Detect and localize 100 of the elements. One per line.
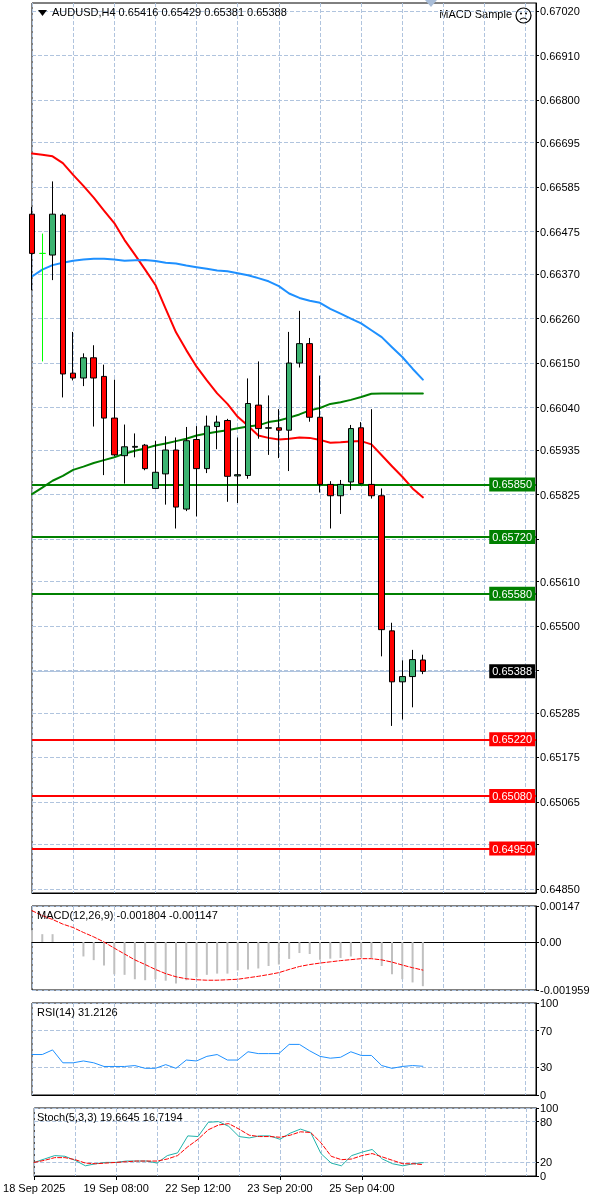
chart-title: AUDUSD,H4 0.65416 0.65429 0.65381 0.65388 (52, 5, 287, 18)
candlestick (60, 212, 66, 398)
bar (51, 934, 54, 943)
y-tick-label: 0.64850 (540, 882, 580, 895)
candlestick (152, 440, 159, 489)
candlestick (80, 352, 87, 387)
x-tick-label: 19 Sep 08:00 (83, 1181, 149, 1194)
candlestick (296, 310, 303, 368)
candlestick (132, 432, 138, 458)
candlestick (224, 418, 231, 503)
candlestick (111, 379, 118, 457)
bar (92, 942, 95, 961)
y-tick-label: 0.66260 (540, 312, 580, 325)
x-tick-label: 25 Sep 04:00 (329, 1181, 395, 1194)
x-tick-label: 18 Sep 2025 (3, 1181, 66, 1194)
bar (370, 942, 373, 958)
bar (298, 942, 301, 954)
bar (308, 942, 311, 955)
candlestick (234, 436, 241, 504)
y-tick-label: 0.66150 (540, 357, 580, 370)
line-series (31, 152, 424, 499)
y-tick-label: 70 (540, 1024, 553, 1037)
bar (133, 942, 136, 980)
candlestick (348, 424, 354, 491)
line-series (31, 910, 424, 981)
candlestick (214, 415, 220, 450)
bar (185, 942, 188, 981)
y-tick-label: 0.65935 (540, 444, 580, 457)
candlestick (193, 425, 200, 517)
bar (247, 942, 249, 970)
y-tick-label: 0.66370 (540, 268, 580, 281)
bar (380, 942, 383, 967)
y-tick-label: 0 (540, 1089, 547, 1101)
candlestick (306, 337, 313, 423)
chart-title: MACD(12,26,9) -0.001804 -0.001147 (37, 908, 218, 921)
y-tick-label: 30 (540, 1061, 553, 1074)
bar (103, 942, 105, 966)
chart-title: RSI(14) 31.2126 (37, 1005, 118, 1018)
candlestick (389, 622, 395, 727)
y-tick-label: 0.66695 (540, 136, 580, 149)
bar (113, 942, 116, 975)
bar (226, 942, 229, 974)
candlestick (286, 331, 292, 472)
candlestick (39, 233, 46, 362)
bar (216, 942, 219, 974)
y-tick-label: 100 (540, 1102, 559, 1114)
candlestick (101, 364, 107, 476)
y-tick-label: 0.00147 (540, 900, 580, 912)
x-tick-label: 23 Sep 20:00 (247, 1181, 313, 1194)
y-tick-label: 0.67020 (540, 5, 580, 18)
bar (236, 942, 239, 971)
y-tick-label: 0.65825 (540, 488, 580, 501)
y-tick-label: 0.00 (540, 936, 562, 949)
bar (175, 942, 177, 984)
bar (391, 942, 393, 975)
candlestick (90, 344, 97, 428)
bar (411, 942, 414, 983)
bar (267, 942, 270, 967)
candlestick (204, 415, 210, 474)
y-tick-label: 100 (540, 997, 559, 1009)
chart-title: Stoch(5,3,3) 19.6645 16.7194 (37, 1110, 183, 1123)
bar (360, 942, 363, 958)
candlestick (121, 424, 128, 485)
bar (195, 942, 198, 978)
bar (339, 942, 342, 958)
line-series (31, 1043, 424, 1069)
bar (82, 942, 85, 957)
y-tick-label: 0.66475 (540, 225, 580, 238)
ref-line-label: 0.65220 (492, 733, 532, 746)
x-tick-label: 22 Sep 12:00 (165, 1181, 231, 1194)
y-tick-label: 0.65065 (540, 795, 580, 808)
y-tick-label: 80 (540, 1115, 553, 1128)
ref-line-label: 0.65850 (492, 478, 532, 491)
bar (319, 942, 321, 960)
candlestick (378, 487, 385, 657)
candlestick (255, 360, 262, 440)
y-tick-label: 20 (540, 1156, 553, 1169)
y-tick-label: 0.66910 (540, 49, 580, 62)
candlestick (183, 426, 190, 512)
candlestick (327, 480, 334, 529)
bar (144, 942, 147, 981)
bar (205, 942, 208, 975)
ref-line-label: 0.65080 (492, 789, 532, 802)
line-series (31, 257, 424, 381)
candlestick (358, 421, 364, 485)
candlestick (409, 649, 416, 708)
bar (277, 942, 280, 965)
bar (349, 942, 352, 957)
candlestick (162, 435, 169, 506)
candlestick (399, 659, 406, 720)
candlestick (420, 654, 426, 675)
candlestick (276, 408, 282, 459)
candlestick (337, 479, 344, 515)
y-tick-label: 0.66800 (540, 94, 580, 107)
candlestick (70, 331, 76, 381)
y-tick-label: 0.65175 (540, 751, 580, 764)
bar (329, 942, 332, 959)
bar (31, 930, 33, 943)
y-tick-label: 0.66585 (540, 181, 580, 194)
bar (123, 942, 126, 975)
